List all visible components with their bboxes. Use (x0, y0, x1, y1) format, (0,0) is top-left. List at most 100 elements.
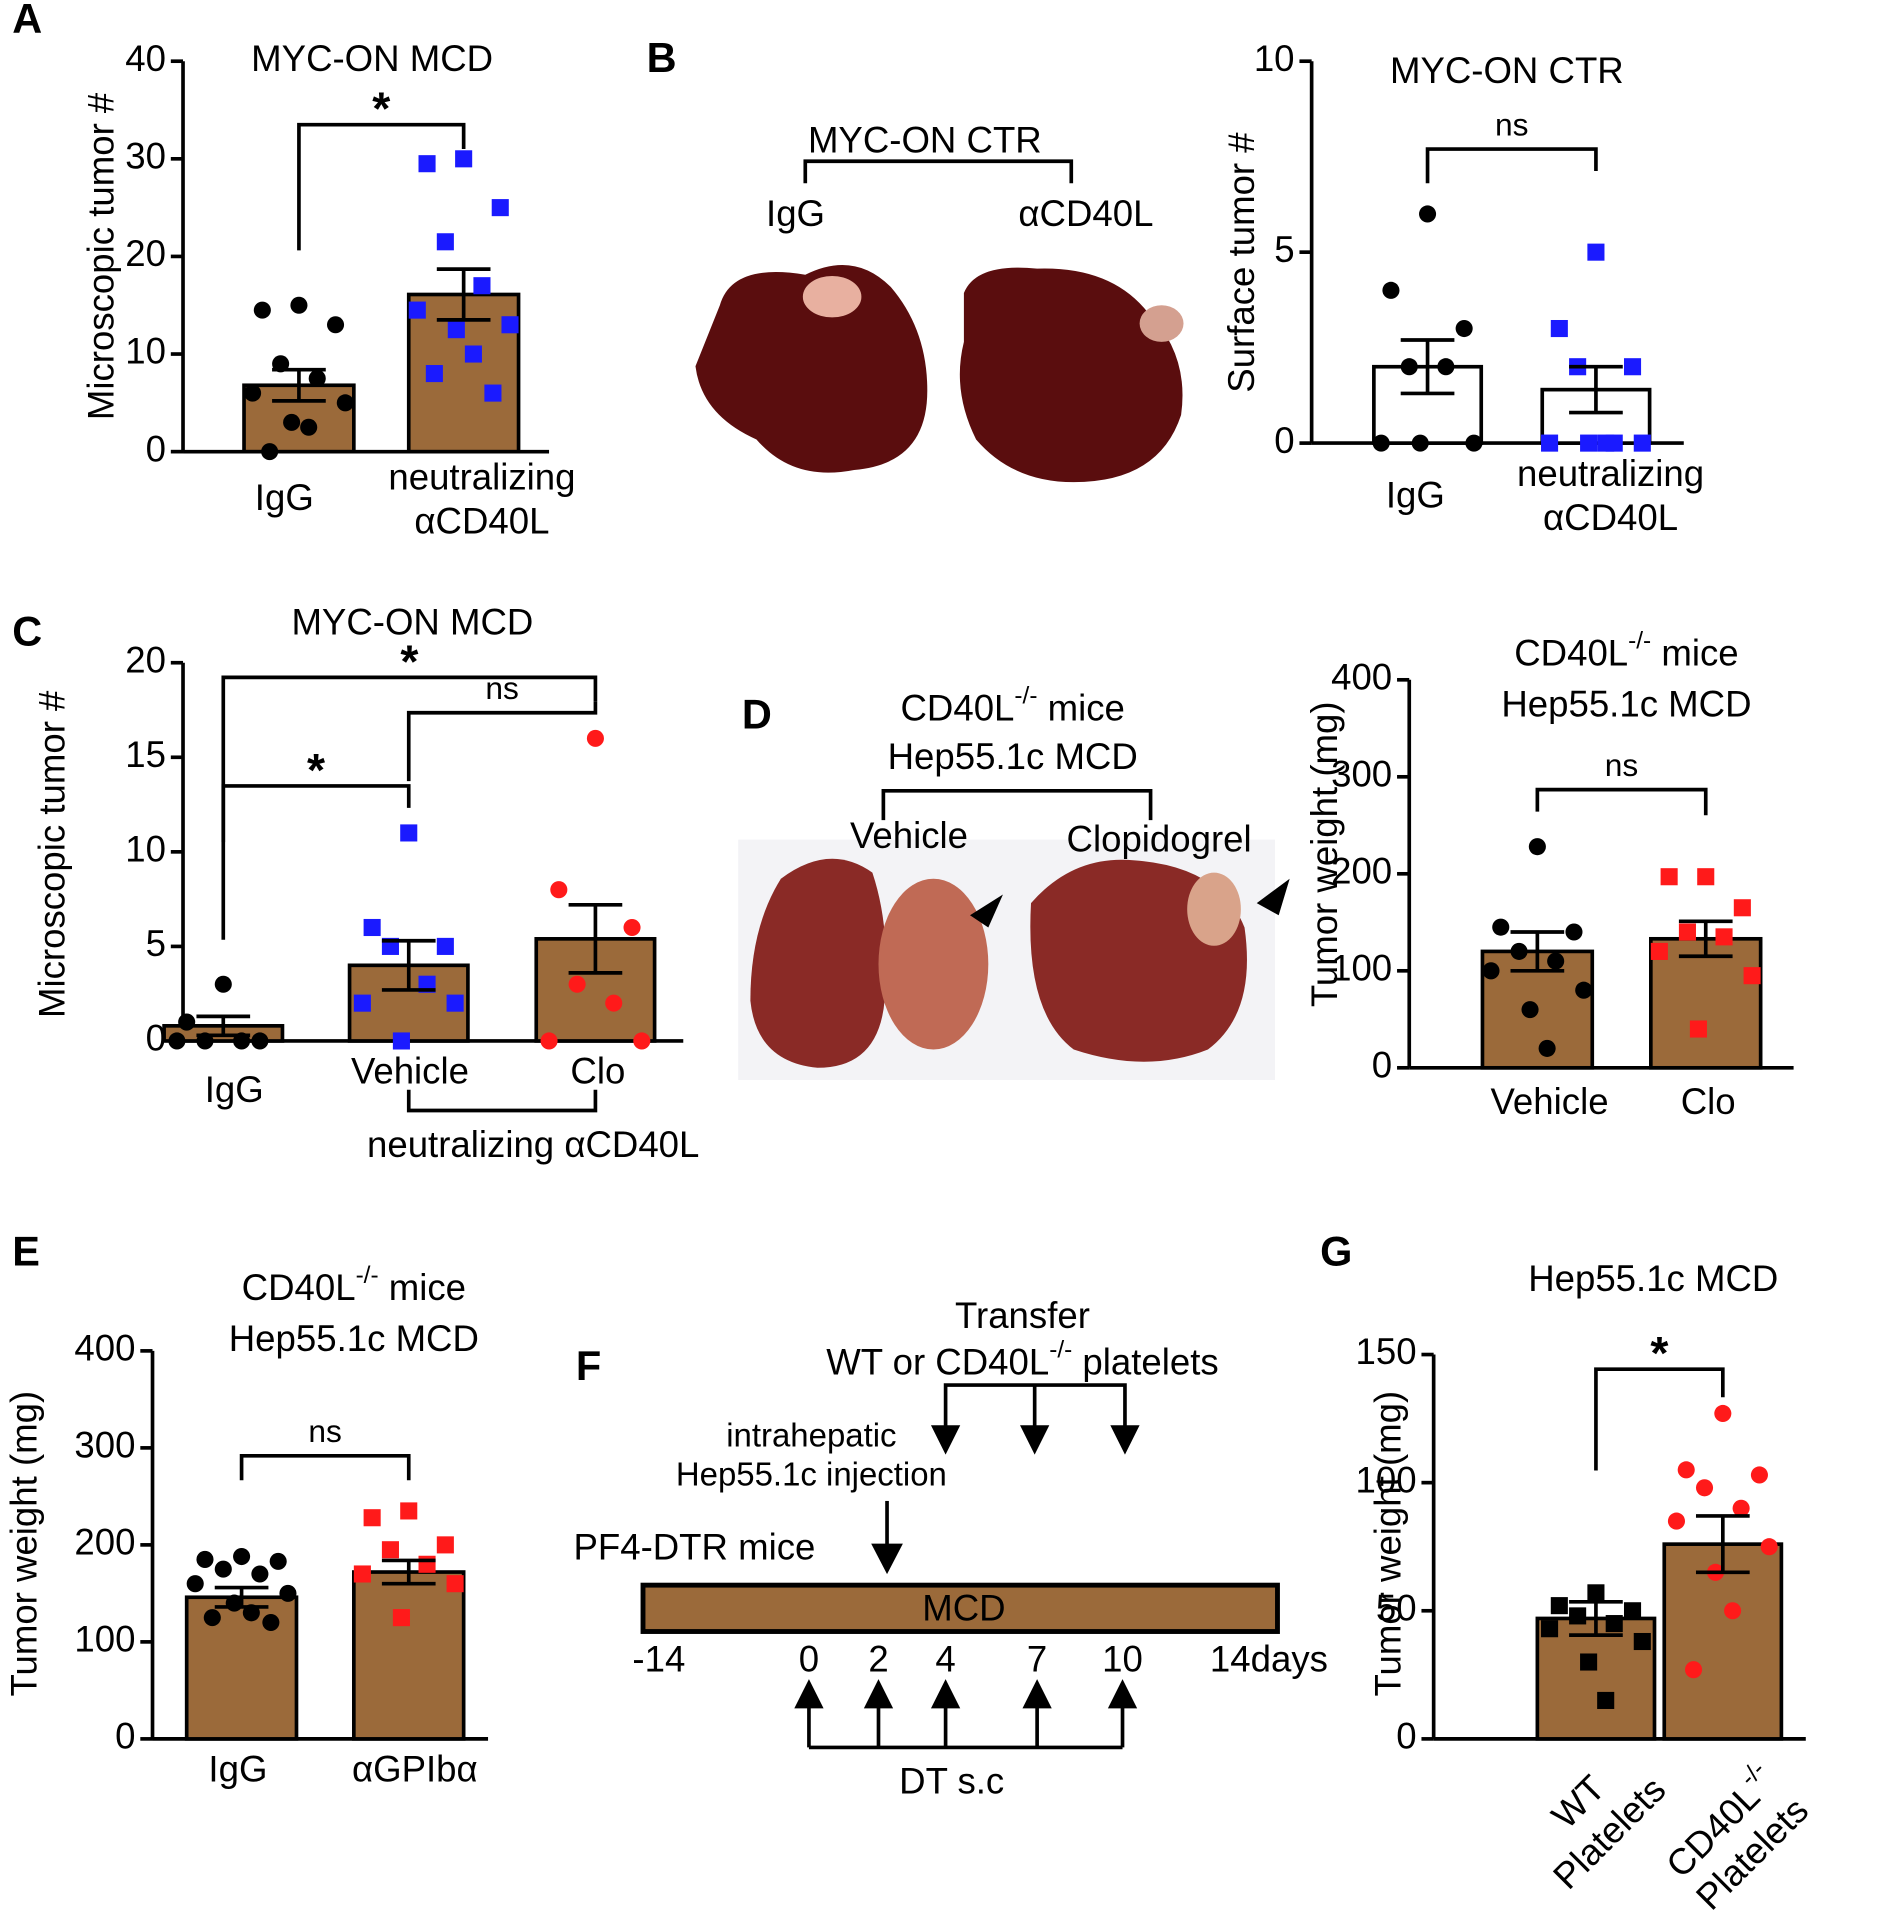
x-tick-label: IgG (1386, 475, 1445, 516)
transfer-label: Transfer WT or CD40L-/- platelets (826, 1295, 1219, 1382)
data-point (253, 301, 271, 319)
data-point (1623, 1602, 1642, 1620)
error-bar (1510, 930, 1565, 973)
bar (1649, 936, 1763, 1070)
data-point (353, 994, 371, 1012)
y-tick-label: 20 (125, 233, 166, 274)
data-point (1760, 1538, 1778, 1556)
data-point (1521, 1001, 1539, 1019)
x-tick-label: IgG (255, 477, 314, 518)
data-point (633, 1032, 651, 1050)
panel-letter: B (647, 34, 677, 81)
data-point (326, 316, 345, 334)
data-point (436, 233, 454, 251)
data-point (1437, 358, 1455, 376)
data-point (1678, 923, 1696, 941)
data-point (1580, 434, 1598, 452)
arrowhead (871, 1543, 903, 1575)
tumor (1139, 305, 1184, 342)
data-point (1465, 434, 1483, 452)
arrowhead (970, 894, 1003, 928)
data-point (1587, 1584, 1605, 1602)
bar (406, 292, 521, 454)
error-bar (1569, 1599, 1623, 1637)
data-point (1528, 838, 1546, 856)
tumor (878, 878, 989, 1050)
data-point (464, 345, 482, 363)
significance-label: * (1650, 1327, 1668, 1379)
bar (352, 1570, 466, 1741)
photo-title: MYC-ON CTR (808, 120, 1042, 161)
error-bar (568, 902, 623, 975)
chart-title: MYC-ON MCD (291, 602, 533, 643)
y-axis-label: Tumor weight (mg) (1368, 1391, 1409, 1697)
significance-bracket (1535, 787, 1708, 816)
data-point (392, 1609, 410, 1627)
x-tick-label: WTPlatelets (1514, 1737, 1673, 1896)
y-tick-label: 400 (1331, 656, 1392, 697)
panel-letter: A (12, 0, 42, 42)
data-point (1547, 952, 1565, 970)
data-point (491, 199, 509, 217)
data-point (1715, 928, 1733, 946)
significance-label: ns (308, 1413, 342, 1449)
data-point (1541, 1620, 1559, 1638)
data-point (400, 1502, 418, 1520)
y-tick-label: 50 (1376, 1587, 1417, 1628)
panel-letter: G (1320, 1227, 1352, 1274)
y-tick-label: 40 (125, 38, 166, 79)
liver (959, 267, 1183, 483)
data-point (1482, 962, 1500, 980)
y-tick-label: 5 (1274, 229, 1294, 270)
data-point (586, 729, 604, 747)
data-point (418, 155, 436, 173)
data-point (1733, 899, 1751, 917)
data-point (168, 1032, 186, 1050)
y-axis-label: Tumor weight (mg) (4, 1391, 45, 1697)
data-point (279, 1584, 297, 1602)
data-point (1541, 434, 1559, 452)
data-point (1597, 434, 1615, 452)
data-point (623, 918, 641, 937)
x-tick-label: neutralizing αCD40L (1517, 453, 1704, 538)
y-tick-label: 100 (74, 1619, 135, 1660)
x-tick-label: CD40L-/-Platelets (1653, 1755, 1816, 1916)
day-label: 7 (1027, 1639, 1047, 1680)
liver (750, 858, 887, 1068)
arrowheads (794, 1679, 1138, 1709)
chart: MYC-ON MCD Microscopic tumor # 0 10 20 30 40 Ig… (80, 38, 575, 541)
significance-label: * (400, 635, 418, 687)
photo-label: Clopidogrel (1067, 819, 1252, 860)
tumor (1187, 872, 1241, 946)
significance-label: ns (1605, 747, 1639, 783)
error-bar (196, 1014, 251, 1038)
data-point (1587, 243, 1605, 261)
x-tick-label: αGPIbα (352, 1748, 478, 1789)
data-point (473, 277, 491, 295)
panel-letter: D (742, 691, 772, 738)
data-point (1689, 1020, 1707, 1038)
data-point (1597, 1691, 1615, 1709)
liver (695, 264, 928, 473)
panel-letter: F (576, 1342, 601, 1389)
data-point (436, 1536, 454, 1554)
y-tick-label: 300 (74, 1425, 135, 1466)
data-point (214, 975, 232, 993)
x-tick-label: IgG (205, 1069, 264, 1110)
data-point (400, 824, 418, 842)
y-tick-label: 30 (125, 135, 166, 176)
y-tick-label: 300 (1331, 753, 1392, 794)
x-tick-label: Clo (570, 1051, 625, 1092)
day-label: 4 (935, 1639, 955, 1680)
significance-bracket (406, 701, 598, 782)
significance-label: * (307, 744, 325, 796)
y-tick-label: 100 (1356, 1459, 1417, 1500)
data-point (1372, 434, 1390, 452)
data-point (203, 1609, 221, 1627)
y-tick-label: 400 (74, 1328, 135, 1369)
significance-label: ns (485, 670, 518, 706)
diet-bar (640, 1582, 1280, 1634)
error-bar (1678, 919, 1733, 959)
data-point (1400, 358, 1418, 376)
y-tick-label: 10 (125, 331, 166, 372)
